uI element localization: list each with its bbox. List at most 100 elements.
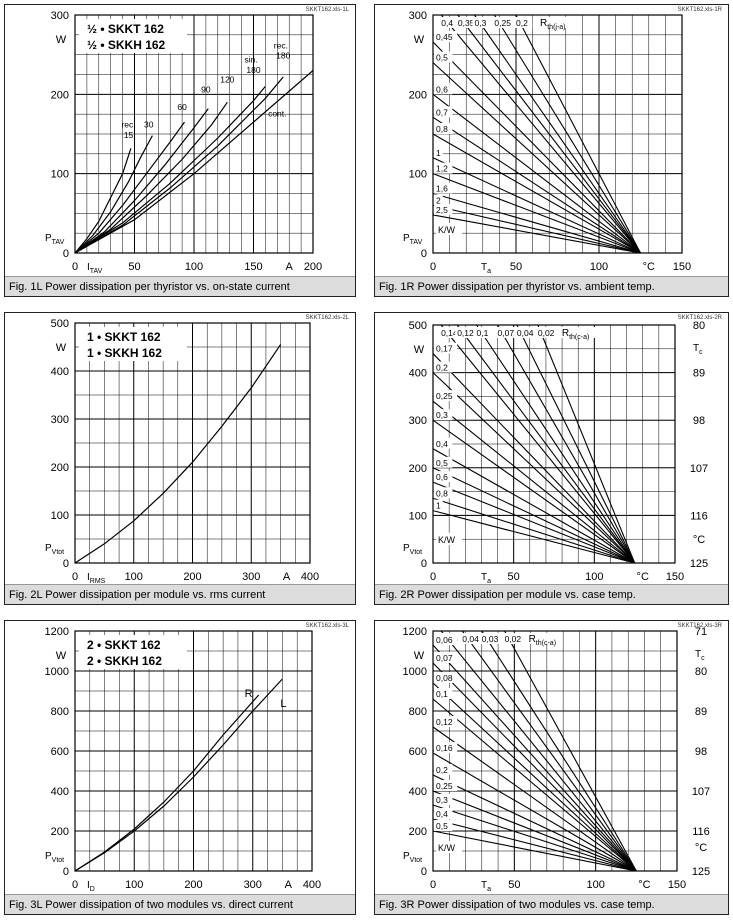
y-tick-label: 400 bbox=[409, 786, 427, 798]
chart-1L: 0 100 200 300 0 50 100 150 200 W A PTAV ITAV ½ • SKKT… bbox=[45, 10, 322, 275]
chart-2L: 0 100 200 300 400 500 0 100 200 300 400 W A PVtot IRMS… bbox=[45, 318, 319, 584]
y-unit-label: W bbox=[414, 650, 425, 662]
label-background bbox=[434, 194, 443, 206]
label-background bbox=[434, 780, 458, 791]
rth-label: 0,8 bbox=[436, 488, 448, 498]
rth-label: 0,12 bbox=[436, 717, 453, 727]
y-tick-label: 1200 bbox=[403, 626, 427, 638]
label-background bbox=[436, 841, 462, 853]
label-background bbox=[434, 794, 453, 805]
x-tick-label: 150 bbox=[673, 261, 691, 273]
rth-label: 0,14 bbox=[441, 328, 458, 338]
panel-1L: 0 100 200 300 0 50 100 150 200 W A PTAV ITAV ½ • SKKT… bbox=[4, 4, 356, 297]
y-tick-label: 600 bbox=[51, 746, 69, 758]
label-background bbox=[434, 203, 453, 215]
series-curve bbox=[74, 344, 282, 564]
label-background bbox=[514, 17, 533, 28]
rth-line bbox=[432, 372, 636, 564]
y-tick-label: 300 bbox=[409, 415, 427, 427]
label-background bbox=[526, 633, 563, 644]
label-background bbox=[434, 742, 458, 753]
x-unit-label: A bbox=[286, 261, 294, 273]
rth-label: 0,04 bbox=[462, 634, 479, 644]
series-curve bbox=[74, 70, 314, 254]
rth-label: 0,25 bbox=[436, 781, 453, 791]
rth-line bbox=[461, 630, 637, 872]
y-axis-label: PVtot bbox=[403, 851, 422, 864]
curve-label: 180 bbox=[246, 65, 260, 75]
label-background bbox=[460, 633, 484, 644]
y-unit-label: W bbox=[56, 650, 67, 662]
y-tick-label: 300 bbox=[51, 10, 69, 22]
series-label: L bbox=[280, 698, 286, 710]
rth-label: 0,3 bbox=[436, 410, 448, 420]
rth-line bbox=[537, 324, 636, 564]
tc-tick-label: 107 bbox=[690, 463, 708, 475]
curve-label: sin. bbox=[245, 55, 258, 65]
label-background bbox=[439, 17, 458, 28]
figure-caption: Fig. 2L Power dissipation per module vs.… bbox=[5, 584, 355, 604]
x-axis-label: Ta bbox=[481, 262, 491, 275]
x-unit-label: °C bbox=[638, 879, 650, 891]
x-tick-label: 50 bbox=[508, 879, 520, 891]
y-tick-label: 200 bbox=[409, 463, 427, 475]
rth-label: 0,7 bbox=[436, 107, 448, 117]
label-background bbox=[436, 223, 462, 235]
rth-line bbox=[432, 157, 641, 254]
y-tick-label: 200 bbox=[51, 462, 69, 474]
y-tick-label: 0 bbox=[421, 558, 427, 570]
label-background bbox=[434, 437, 453, 449]
chart-ref: SKKT162.xls-3R bbox=[677, 623, 722, 629]
rth-line bbox=[432, 818, 637, 872]
x-tick-label: 400 bbox=[303, 879, 321, 891]
rth-label: 0,02 bbox=[505, 634, 522, 644]
series-curve bbox=[74, 101, 228, 254]
rth-label: 0,25 bbox=[494, 18, 511, 28]
tc-tick-label: 125 bbox=[690, 558, 708, 570]
y-tick-label: 400 bbox=[51, 366, 69, 378]
label-background bbox=[434, 688, 453, 699]
label-background bbox=[502, 633, 526, 644]
rth-label: 0,3 bbox=[475, 18, 487, 28]
x-tick-label: 0 bbox=[72, 261, 78, 273]
x-tick-label: 100 bbox=[125, 879, 143, 891]
rth-line bbox=[432, 192, 641, 254]
y-axis-label: PVtot bbox=[45, 543, 64, 556]
y-tick-label: 0 bbox=[63, 248, 69, 260]
tc-tick-label: 125 bbox=[692, 866, 710, 878]
tc-tick-label: 98 bbox=[695, 746, 707, 758]
panel-1R: 0 100 200 300 0 50 100 150 W °C PTAV Ta 0,4 0,35 0,3 0,… bbox=[374, 4, 729, 297]
label-background bbox=[434, 30, 458, 42]
label-background bbox=[474, 327, 493, 338]
rth-line bbox=[515, 14, 641, 254]
rth-line bbox=[432, 353, 636, 564]
label-background bbox=[559, 327, 596, 338]
rth-label: 0,04 bbox=[517, 328, 534, 338]
rth-line bbox=[432, 752, 637, 872]
rth-line bbox=[432, 790, 637, 872]
figure-caption: Fig. 3L Power dissipation of two modules… bbox=[5, 894, 355, 914]
label-background bbox=[434, 652, 458, 663]
x-tick-label: 400 bbox=[301, 571, 319, 583]
y-axis-label: PTAV bbox=[45, 233, 65, 246]
label-background bbox=[455, 327, 479, 338]
rth-axis-label: Rth(c-a) bbox=[529, 634, 556, 647]
model-label: 2 • SKKH 162 bbox=[87, 654, 162, 668]
rth-label: 0,4 bbox=[436, 809, 448, 819]
label-background bbox=[434, 672, 458, 683]
rth-label: 0,2 bbox=[436, 765, 448, 775]
rth-label: 1 bbox=[436, 148, 441, 158]
chart-ref: SKKT162.xls-2L bbox=[305, 315, 349, 321]
x-tick-label: 100 bbox=[125, 571, 143, 583]
label-background bbox=[495, 327, 519, 338]
rth-line bbox=[432, 682, 637, 872]
x-tick-label: 300 bbox=[244, 879, 262, 891]
tc-tick-label: 80 bbox=[693, 320, 705, 332]
y-tick-label: 200 bbox=[409, 826, 427, 838]
tc-unit-label: °C bbox=[695, 842, 707, 854]
x-axis-label: Ta bbox=[481, 880, 491, 893]
x-tick-label: 100 bbox=[586, 879, 604, 891]
y-tick-label: 500 bbox=[51, 318, 69, 330]
rth-line bbox=[497, 324, 636, 564]
rth-line bbox=[432, 644, 637, 872]
